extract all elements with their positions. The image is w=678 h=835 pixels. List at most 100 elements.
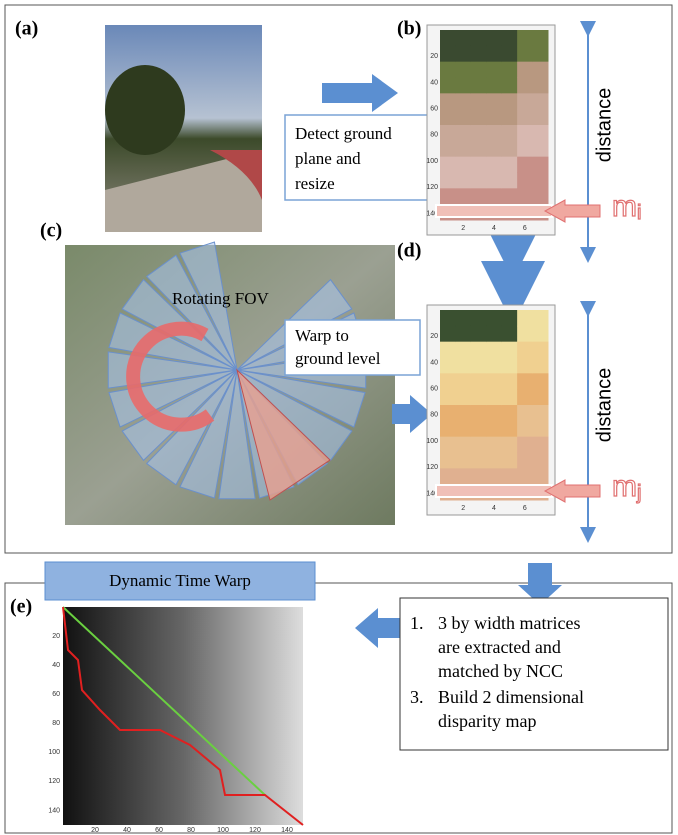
matrix-cell [517,30,533,46]
matrix-cell [502,405,518,421]
matrix-cell [440,358,456,374]
matrix-cell [517,342,533,358]
panel-label: (d) [397,240,421,262]
y-tick-label: 60 [430,105,438,112]
panel-label: (a) [15,18,38,40]
step-text: Rotating FOV [172,289,270,308]
matrix-cell [440,109,456,125]
matrix-cell [471,342,487,358]
matrix-cell [502,109,518,125]
matrix-cell [502,125,518,141]
matrix-cell [455,62,471,78]
list-number: 1. [410,613,424,633]
matrix-cell [471,125,487,141]
matrix-cell [440,30,456,46]
row-marker: mi [612,190,641,224]
x-tick-label: 140 [281,827,293,834]
row-marker: mj [612,470,641,504]
step-text: resize [295,174,335,193]
marker-subscript: i [637,202,641,224]
matrix-cell [471,62,487,78]
matrix-cell [486,437,502,453]
matrix-cell [502,310,518,326]
x-tick-label: 6 [523,505,527,512]
matrix-cell [502,62,518,78]
matrix-cell [517,437,533,453]
matrix-cell [517,93,533,109]
matrix-cell [471,358,487,374]
matrix-cell [502,326,518,342]
matrix-cell [455,326,471,342]
matrix-cell [455,157,471,173]
matrix-cell [517,421,533,437]
matrix-cell [455,30,471,46]
x-tick-label: 60 [155,827,163,834]
matrix-cell [502,188,518,204]
x-tick-label: 80 [187,827,195,834]
matrix-cell [471,109,487,125]
x-tick-label: 4 [492,505,496,512]
matrix-cell [455,310,471,326]
matrix-cell [486,188,502,204]
matrix-cell [533,453,549,469]
y-tick-label: 120 [48,778,60,785]
matrix-cell [455,93,471,109]
matrix-cell [440,405,456,421]
matrix-cell [455,125,471,141]
marker-letter: m [612,190,637,223]
matrix-cell [486,310,502,326]
matrix-cell [486,125,502,141]
matrix-cell [533,358,549,374]
matrix-cell [471,453,487,469]
matrix-cell [440,93,456,109]
matrix-cell [502,437,518,453]
list-text: 3 by width matrices [438,613,580,633]
x-tick-label: 20 [91,827,99,834]
arrow [392,395,432,433]
matrix-cell [533,389,549,405]
list-text: are extracted and [438,637,561,657]
matrix-cell [486,30,502,46]
step-text: Warp to [295,326,349,345]
matrix-cell [517,157,533,173]
matrix-cell [455,468,471,484]
matrix-cell [517,405,533,421]
matrix-cell [502,46,518,62]
matrix-cell [533,421,549,437]
y-tick-label: 40 [430,79,438,86]
matrix-cell [455,405,471,421]
matrix-cell [533,173,549,189]
matrix-cell [517,188,533,204]
selected-row [436,205,552,217]
matrix-cell [455,78,471,94]
matrix-cell [486,389,502,405]
marker-letter: m [612,470,637,503]
matrix-cell [440,468,456,484]
matrix-cell [502,373,518,389]
matrix-cell [471,326,487,342]
matrix-cell [440,141,456,157]
matrix-cell [486,421,502,437]
y-tick-label: 40 [430,359,438,366]
list-text: matched by NCC [438,661,563,681]
matrix-cell [471,310,487,326]
matrix-cell [517,310,533,326]
matrix-cell [533,78,549,94]
matrix-cell [486,173,502,189]
matrix-cell [533,109,549,125]
matrix-cell [471,373,487,389]
tree [105,65,185,155]
step-text: Dynamic Time Warp [109,571,251,590]
matrix-cell [533,326,549,342]
matrix-cell [455,46,471,62]
matrix-cell [486,342,502,358]
matrix-cell [502,78,518,94]
matrix-cell [440,125,456,141]
x-tick-label: 100 [217,827,229,834]
matrix-cell [471,389,487,405]
matrix-cell [455,453,471,469]
marker-subscript: j [636,482,641,504]
matrix-cell [533,93,549,109]
matrix-cell [533,46,549,62]
matrix-cell [440,453,456,469]
